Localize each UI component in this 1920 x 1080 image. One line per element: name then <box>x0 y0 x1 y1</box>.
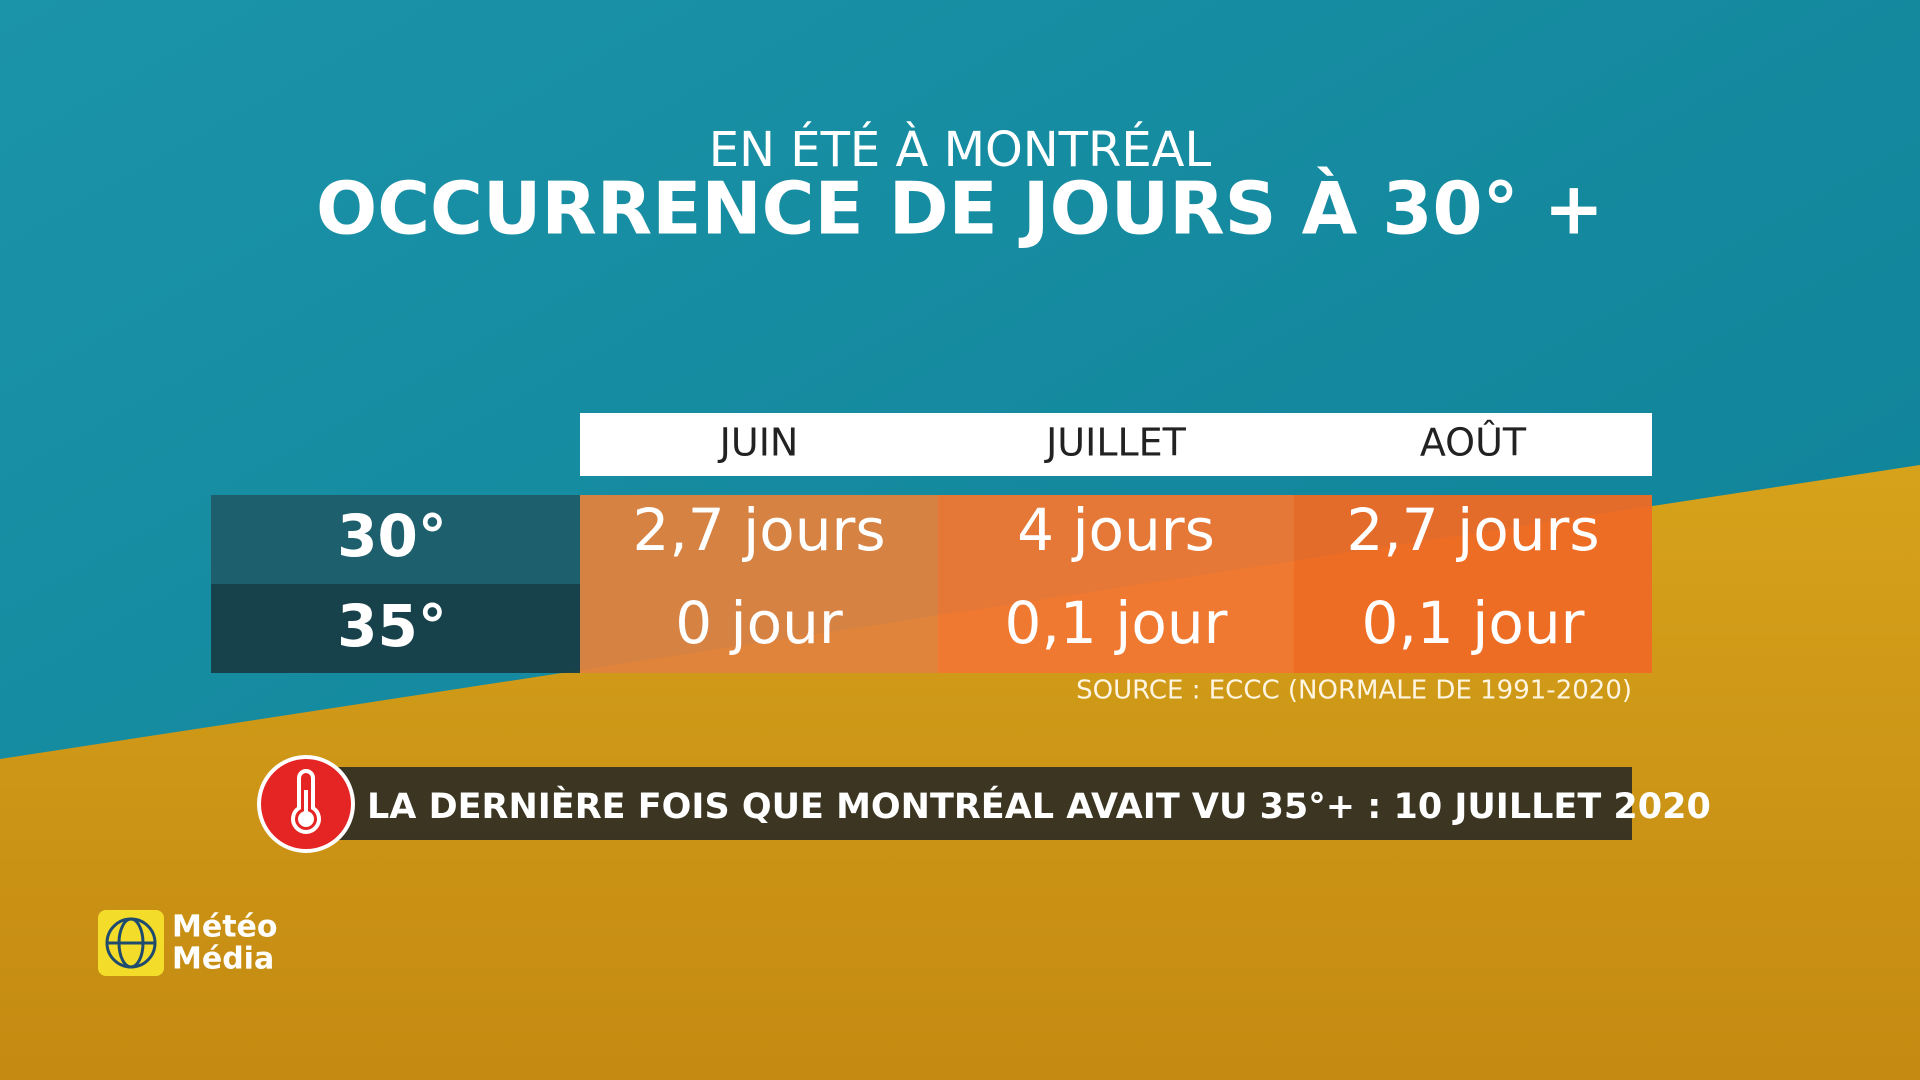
table-cell: 4 jours <box>1017 496 1215 564</box>
logo-text: Média <box>172 942 274 977</box>
row-label: 30° <box>337 502 447 570</box>
table-cell: 0,1 jour <box>1362 589 1585 657</box>
table-cell: 2,7 jours <box>632 496 885 564</box>
table-cell: 0,1 jour <box>1005 589 1228 657</box>
banner-text: LA DERNIÈRE FOIS QUE MONTRÉAL AVAIT VU 3… <box>367 785 1711 827</box>
table-cell: 2,7 jours <box>1346 496 1599 564</box>
table-cell-bg <box>580 495 938 673</box>
table-cell-bg <box>1294 495 1652 673</box>
row-label-cell <box>211 584 580 673</box>
table-cell-bg <box>938 495 1294 673</box>
subtitle: EN ÉTÉ À MONTRÉAL <box>709 121 1212 178</box>
logo-text: Météo <box>172 910 278 945</box>
column-header: JUIN <box>718 421 799 465</box>
column-header: AOÛT <box>1420 421 1527 465</box>
banner-bg <box>331 767 1632 840</box>
column-header: JUILLET <box>1044 421 1187 465</box>
row-label: 35° <box>337 592 447 660</box>
source-note: SOURCE : ECCC (NORMALE DE 1991-2020) <box>1076 676 1632 706</box>
table-cell: 0 jour <box>675 589 843 657</box>
title: OCCURRENCE DE JOURS À 30° + <box>316 167 1604 251</box>
table-header-bar <box>580 413 1652 476</box>
logo-globe <box>105 917 157 969</box>
thermometer-icon <box>291 769 321 834</box>
row-label-cell <box>211 495 580 584</box>
